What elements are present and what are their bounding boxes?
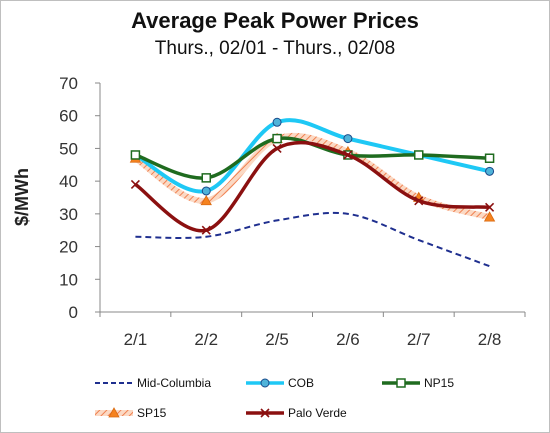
data-point (201, 225, 211, 235)
legend-marker (396, 378, 406, 388)
y-tick-label: 40 (59, 172, 78, 191)
data-point (272, 143, 282, 153)
chart-subtitle: Thurs., 02/01 - Thurs., 02/08 (154, 38, 396, 59)
data-point (343, 150, 353, 160)
legend-label: SP15 (137, 406, 167, 420)
data-point (414, 196, 424, 206)
x-tick-label: 2/8 (478, 330, 502, 349)
series-line (135, 211, 490, 268)
data-point (485, 166, 495, 176)
marker-stroke (201, 225, 211, 235)
legend-item-np15: NP15 (382, 376, 454, 390)
data-point (272, 133, 282, 144)
x-tick-label: 2/1 (124, 330, 148, 349)
marker-stroke (414, 196, 424, 206)
legend-label: NP15 (424, 376, 454, 390)
y-tick-label: 70 (59, 74, 78, 93)
legend-marker (260, 378, 270, 388)
marker-stroke (130, 179, 140, 189)
marker-stroke (343, 150, 353, 160)
data-point (272, 117, 282, 127)
marker-stroke (485, 202, 495, 212)
legend-label: Mid-Columbia (137, 376, 211, 390)
y-tick-label: 0 (69, 303, 78, 322)
data-point (201, 186, 211, 196)
x-tick-label: 2/7 (407, 330, 431, 349)
data-point (484, 153, 495, 163)
marker-stroke (260, 408, 270, 418)
x-tick-label: 2/6 (336, 330, 360, 349)
data-point (201, 173, 211, 183)
legend-label: COB (288, 376, 314, 390)
data-point (343, 134, 353, 144)
series-mid-columbia (135, 211, 490, 268)
series-sp15 (129, 132, 496, 222)
data-point (200, 194, 212, 206)
y-tick-label: 60 (59, 107, 78, 126)
chart-title: Average Peak Power Prices (131, 8, 419, 33)
marker-stroke (272, 143, 282, 153)
y-tick-label: 20 (59, 238, 78, 257)
legend-item-sp15: SP15 (95, 406, 167, 420)
y-tick-label: 10 (59, 270, 78, 289)
y-tick-label: 50 (59, 139, 78, 158)
series-palo-verde (130, 140, 495, 235)
data-point (485, 202, 495, 212)
data-point (130, 179, 140, 189)
data-point (414, 150, 424, 160)
legend-label: Palo Verde (288, 406, 347, 420)
data-point (130, 150, 141, 160)
legend-item-cob: COB (246, 376, 314, 390)
legend-marker (108, 407, 120, 418)
y-tick-label: 30 (59, 205, 78, 224)
x-tick-label: 2/5 (265, 330, 289, 349)
data-point (483, 211, 496, 222)
legend-item-mid-columbia: Mid-Columbia (95, 376, 211, 390)
legend-item-palo-verde: Palo Verde (246, 406, 347, 420)
legend-marker (260, 408, 270, 418)
x-tick-label: 2/2 (194, 330, 218, 349)
y-axis-title: $/MWh (12, 168, 32, 226)
